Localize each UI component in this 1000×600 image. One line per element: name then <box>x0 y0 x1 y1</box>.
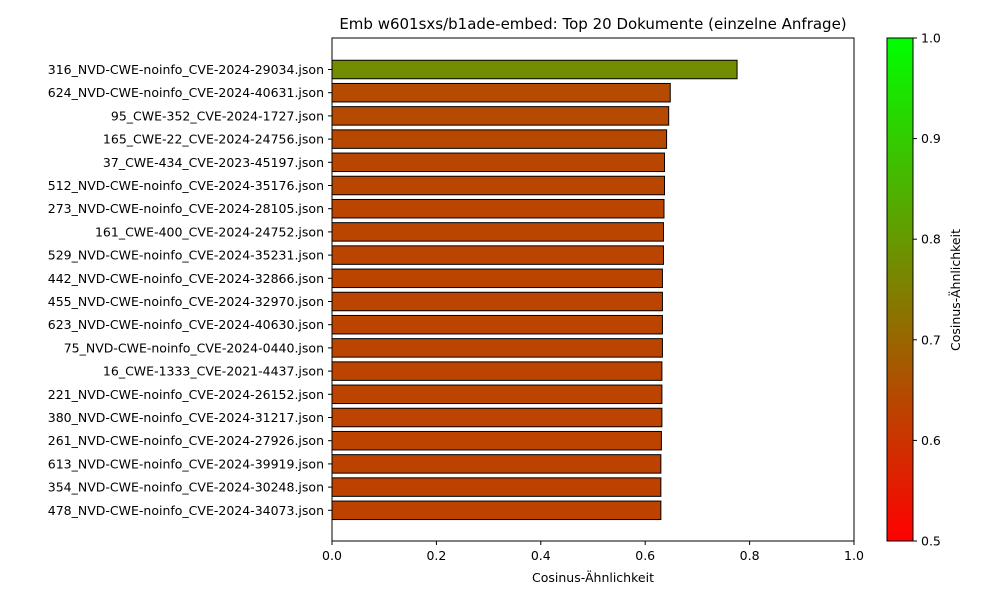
chart-title: Emb w601sxs/b1ade-embed: Top 20 Dokument… <box>339 15 846 33</box>
x-tick-label: 0.0 <box>322 548 342 563</box>
bar <box>331 106 670 126</box>
bar <box>331 338 663 358</box>
x-tick-label: 0.8 <box>740 548 760 563</box>
y-tick-label: 613_NVD-CWE-noinfo_CVE-2024-39919.json <box>48 456 324 471</box>
y-tick-label: 161_CWE-400_CVE-2024-24752.json <box>95 224 324 239</box>
colorbar-ticks: 0.5 0.6 0.7 0.8 0.9 1.0 <box>913 31 941 549</box>
x-tick-label: 1.0 <box>844 548 864 563</box>
y-tick-label: 37_CWE-434_CVE-2023-45197.json <box>103 155 324 170</box>
colorbar-label: Cosinus-Ähnlichkeit <box>948 229 963 351</box>
colorbar <box>886 37 914 542</box>
bar <box>331 477 662 497</box>
y-tick-label: 16_CWE-1333_CVE-2021-4437.json <box>103 364 324 379</box>
colorbar-tick-label: 0.7 <box>921 332 941 347</box>
colorbar-tick-label: 0.5 <box>921 534 941 549</box>
y-tick-label: 273_NVD-CWE-noinfo_CVE-2024-28105.json <box>48 201 324 216</box>
bar <box>331 129 668 149</box>
y-tick-label: 316_NVD-CWE-noinfo_CVE-2024-29034.json <box>48 62 324 77</box>
colorbar-tick-label: 0.9 <box>921 131 941 146</box>
y-tick-label: 165_CWE-22_CVE-2024-24756.json <box>103 132 324 147</box>
bar <box>331 407 663 428</box>
bar <box>331 314 663 335</box>
x-tick-label: 0.6 <box>635 548 655 563</box>
bar <box>331 454 662 474</box>
y-tick-label: 529_NVD-CWE-noinfo_CVE-2024-35231.json <box>48 248 324 263</box>
bars-group <box>331 59 738 521</box>
bar <box>331 152 666 173</box>
x-tick-label: 0.4 <box>531 548 551 563</box>
y-tick-label: 261_NVD-CWE-noinfo_CVE-2024-27926.json <box>48 433 324 448</box>
bar <box>331 198 665 219</box>
y-tick-label: 512_NVD-CWE-noinfo_CVE-2024-35176.json <box>48 178 324 193</box>
bar <box>331 500 662 521</box>
y-tick-label: 380_NVD-CWE-noinfo_CVE-2024-31217.json <box>48 410 324 425</box>
x-tick-label: 0.2 <box>426 548 446 563</box>
x-axis-label: Cosinus-Ähnlichkeit <box>532 570 654 585</box>
bar <box>331 82 671 103</box>
y-tick-label: 354_NVD-CWE-noinfo_CVE-2024-30248.json <box>48 480 324 495</box>
bar <box>331 291 663 312</box>
plot-frame <box>331 37 855 542</box>
colorbar-tick-label: 0.8 <box>921 232 941 247</box>
colorbar-tick-label: 1.0 <box>921 31 941 46</box>
y-tick-label: 478_NVD-CWE-noinfo_CVE-2024-34073.json <box>48 503 324 518</box>
bar <box>331 430 662 451</box>
colorbar-tick-label: 0.6 <box>921 433 941 448</box>
bar <box>331 245 664 265</box>
y-tick-label: 442_NVD-CWE-noinfo_CVE-2024-32866.json <box>48 271 324 286</box>
bar <box>331 268 663 289</box>
y-tick-label: 221_NVD-CWE-noinfo_CVE-2024-26152.json <box>48 387 324 402</box>
category-labels: 316_NVD-CWE-noinfo_CVE-2024-29034.json 62… <box>48 62 332 518</box>
y-tick-label: 455_NVD-CWE-noinfo_CVE-2024-32970.json <box>48 294 324 309</box>
y-tick-label: 624_NVD-CWE-noinfo_CVE-2024-40631.json <box>48 85 324 100</box>
y-tick-label: 623_NVD-CWE-noinfo_CVE-2024-40630.json <box>48 317 324 332</box>
y-tick-label: 95_CWE-352_CVE-2024-1727.json <box>111 108 324 123</box>
bar <box>331 175 666 196</box>
y-tick-label: 75_NVD-CWE-noinfo_CVE-2024-0440.json <box>64 340 324 355</box>
x-axis-ticks: 0.0 0.2 0.4 0.6 0.8 1.0 <box>322 541 864 563</box>
bar <box>331 59 738 80</box>
bar <box>331 361 663 381</box>
bar <box>331 222 664 242</box>
bar <box>331 384 663 405</box>
